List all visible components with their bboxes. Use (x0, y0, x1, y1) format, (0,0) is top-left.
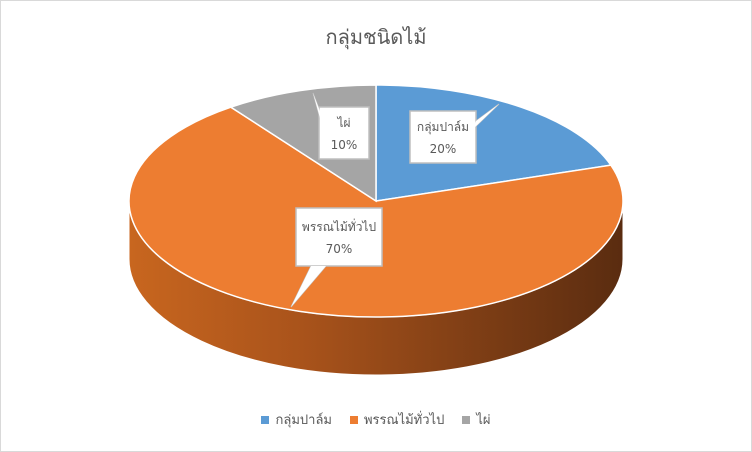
legend-item-palm-group[interactable]: กลุ่มปาล์ม (261, 409, 332, 430)
legend: กลุ่มปาล์ม พรรณไม้ทั่วไป ไผ่ (1, 409, 751, 430)
data-label-bamboo: ไผ่ 10% (312, 92, 370, 160)
data-label-value: 10% (331, 138, 358, 152)
data-label-value: 20% (430, 142, 457, 156)
data-label-general-plants: พรรณไม้ทั่วไป 70% (290, 207, 383, 308)
legend-swatch (462, 415, 471, 424)
data-label-palm-group: กลุ่มปาล์ม 20% (409, 103, 500, 164)
legend-swatch (261, 415, 270, 424)
chart-title: กลุ่มชนิดไม้ (325, 25, 427, 49)
legend-swatch (349, 415, 358, 424)
legend-item-bamboo[interactable]: ไผ่ (462, 409, 491, 430)
legend-label: กลุ่มปาล์ม (275, 413, 332, 428)
data-label-category: ไผ่ (336, 116, 350, 130)
data-label-category: กลุ่มปาล์ม (417, 120, 469, 135)
data-label-category: พรรณไม้ทั่วไป (302, 218, 376, 234)
legend-label: ไผ่ (476, 413, 491, 428)
data-label-value: 70% (326, 242, 353, 256)
legend-label: พรรณไม้ทั่วไป (363, 413, 445, 428)
legend-item-general-plants[interactable]: พรรณไม้ทั่วไป (349, 409, 445, 430)
